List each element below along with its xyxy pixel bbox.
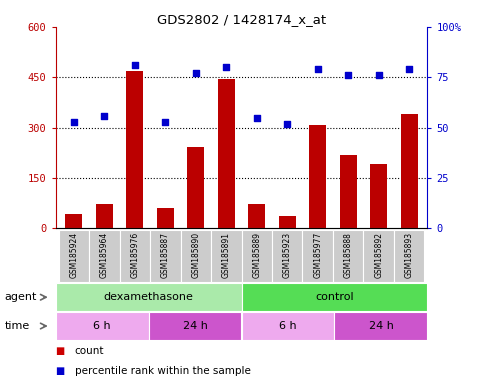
Text: dexamethasone: dexamethasone (103, 292, 194, 302)
Text: GDS2802 / 1428174_x_at: GDS2802 / 1428174_x_at (157, 13, 326, 26)
Bar (309, 125, 326, 228)
Bar (370, 164, 387, 228)
Bar (279, 216, 296, 228)
Bar (363, 230, 394, 282)
Text: GSM185891: GSM185891 (222, 232, 231, 278)
Text: 6 h: 6 h (93, 321, 111, 331)
Text: GSM185893: GSM185893 (405, 232, 413, 278)
Text: 24 h: 24 h (369, 321, 394, 331)
Bar (401, 114, 417, 228)
Text: agent: agent (5, 292, 37, 302)
Bar (218, 79, 235, 228)
Point (70, 119, 78, 125)
Text: count: count (75, 346, 104, 356)
Bar (272, 230, 302, 282)
Text: GSM185977: GSM185977 (313, 232, 322, 278)
Text: GSM185923: GSM185923 (283, 232, 292, 278)
Point (100, 113, 108, 119)
Text: GSM185976: GSM185976 (130, 232, 139, 278)
Bar (340, 155, 356, 228)
Text: 24 h: 24 h (183, 321, 208, 331)
Point (131, 62, 139, 68)
Bar (302, 230, 333, 282)
Point (405, 66, 413, 72)
Bar (334, 312, 427, 340)
Text: GSM185892: GSM185892 (374, 232, 383, 278)
Bar (181, 230, 211, 282)
Bar (96, 204, 113, 228)
Bar (333, 230, 363, 282)
Bar (127, 71, 143, 228)
Bar (242, 312, 334, 340)
Point (253, 114, 261, 121)
Text: percentile rank within the sample: percentile rank within the sample (75, 366, 251, 376)
Point (375, 72, 383, 78)
Bar (149, 312, 242, 340)
Text: GSM185964: GSM185964 (100, 232, 109, 278)
Text: GSM185924: GSM185924 (70, 232, 78, 278)
Bar (150, 230, 181, 282)
Bar (211, 230, 242, 282)
Text: 6 h: 6 h (279, 321, 297, 331)
Text: ■: ■ (56, 346, 65, 356)
Bar (187, 147, 204, 228)
Bar (242, 283, 427, 311)
Bar (242, 230, 272, 282)
Bar (56, 312, 149, 340)
Bar (58, 230, 89, 282)
Text: GSM185890: GSM185890 (191, 232, 200, 278)
Text: GSM185888: GSM185888 (344, 232, 353, 278)
Bar (66, 214, 82, 228)
Text: GSM185889: GSM185889 (252, 232, 261, 278)
Text: GSM185887: GSM185887 (161, 232, 170, 278)
Point (314, 66, 322, 72)
Bar (120, 230, 150, 282)
Text: control: control (315, 292, 354, 302)
Bar (56, 283, 242, 311)
Text: time: time (5, 321, 30, 331)
Point (222, 64, 230, 70)
Bar (157, 208, 174, 228)
Point (161, 119, 169, 125)
Bar (248, 204, 265, 228)
Point (344, 72, 352, 78)
Bar (89, 230, 120, 282)
Bar (394, 230, 425, 282)
Text: ■: ■ (56, 366, 65, 376)
Point (192, 70, 199, 76)
Point (284, 121, 291, 127)
